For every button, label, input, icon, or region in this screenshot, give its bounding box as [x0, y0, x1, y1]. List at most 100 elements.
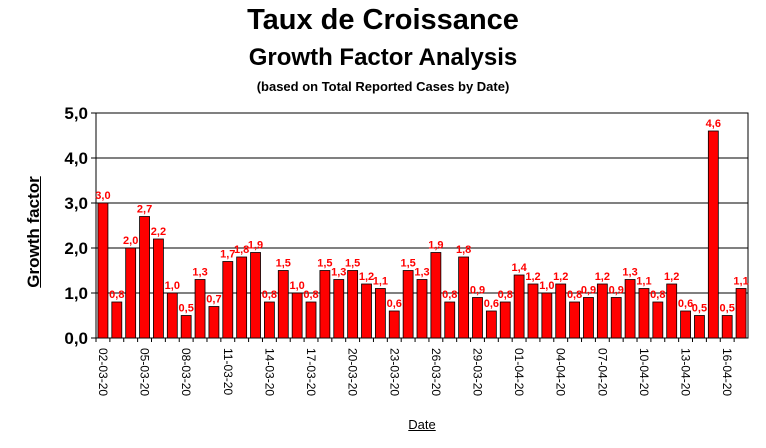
bar: [180, 315, 192, 339]
bar-value-label: 1,0: [290, 280, 305, 292]
chart-title: Taux de Croissance: [247, 4, 519, 36]
x-tick-label: 08-03-20: [179, 348, 193, 396]
bar: [153, 238, 164, 339]
bar-value-label: 1,9: [428, 240, 443, 252]
bar-value-label: 1,3: [192, 267, 207, 279]
x-tick-label: 29-03-20: [470, 348, 484, 396]
bar: [666, 283, 678, 339]
bar: [347, 270, 359, 339]
bar-value-label: 2,7: [137, 204, 152, 216]
bar: [610, 297, 622, 339]
bar-value-label: 1,5: [400, 258, 415, 270]
y-tick-label: 0,0: [64, 329, 88, 348]
bar: [680, 310, 691, 339]
bar: [541, 292, 553, 339]
bar: [596, 283, 608, 339]
bar-value-label: 1,7: [220, 249, 235, 261]
bar-value-label: 0,9: [581, 285, 596, 297]
bar: [624, 279, 636, 339]
x-tick-label: 13-04-20: [679, 348, 693, 396]
bar: [125, 247, 137, 339]
bar-value-label: 1,5: [345, 258, 360, 270]
bar-value-label: 0,8: [567, 289, 582, 301]
bar: [250, 252, 261, 339]
bar: [485, 310, 497, 339]
bar-value-label: 1,0: [165, 280, 180, 292]
x-tick-label: 10-04-20: [637, 348, 651, 396]
bar-value-label: 0,8: [303, 289, 318, 301]
bar-value-label: 1,1: [636, 276, 651, 288]
bar: [374, 288, 386, 339]
bar-value-label: 1,8: [234, 244, 249, 256]
bar-value-label: 4,6: [706, 118, 721, 130]
bar: [416, 279, 428, 339]
bar-value-label: 0,8: [442, 289, 457, 301]
bar-value-label: 1,3: [622, 267, 637, 279]
bar-value-label: 2,0: [123, 235, 138, 247]
bar-value-label: 1,0: [539, 280, 554, 292]
bar-value-label: 3,0: [95, 190, 110, 202]
x-tick-label: 05-03-20: [138, 348, 152, 396]
bar: [208, 306, 220, 339]
bar-value-label: 0,8: [109, 289, 124, 301]
bar: [735, 288, 747, 339]
bar: [166, 292, 178, 339]
bar: [569, 301, 580, 339]
x-tick-label: 16-04-20: [720, 348, 734, 396]
x-tick-label: 14-03-20: [262, 348, 276, 396]
bar: [139, 216, 150, 339]
bar: [222, 261, 234, 339]
bar: [319, 270, 331, 339]
bar: [236, 256, 248, 339]
x-tick-label: 11-03-20: [221, 348, 235, 395]
bar: [97, 202, 109, 339]
bar: [291, 292, 303, 339]
bar-value-label: 1,3: [331, 267, 346, 279]
bar: [402, 270, 414, 339]
bar: [583, 297, 594, 339]
y-tick-label: 4,0: [64, 149, 88, 168]
bar-value-label: 1,9: [248, 240, 263, 252]
chart-subtitle: Growth Factor Analysis: [248, 44, 518, 71]
y-tick-label: 5,0: [64, 104, 88, 123]
bar-value-label: 1,2: [359, 271, 374, 283]
bar-value-label: 2,2: [151, 226, 166, 238]
bar: [652, 301, 664, 339]
bar: [527, 283, 539, 339]
bar: [707, 130, 719, 339]
bar: [333, 279, 345, 339]
bar-value-label: 1,3: [414, 267, 429, 279]
bar-value-label: 0,5: [179, 303, 194, 315]
bar: [111, 301, 123, 339]
bar: [638, 288, 650, 339]
bar-value-label: 0,6: [484, 298, 499, 310]
bar-value-label: 1,2: [525, 271, 540, 283]
bar-value-label: 1,2: [664, 271, 679, 283]
bar: [499, 301, 511, 339]
x-tick-label: 02-03-20: [96, 348, 110, 396]
bar-value-label: 0,5: [720, 303, 735, 315]
bar: [305, 301, 317, 339]
chart-note: (based on Total Reported Cases by Date): [256, 79, 510, 94]
bar: [694, 315, 705, 339]
bar: [361, 283, 372, 339]
bar-value-label: 0,8: [498, 289, 513, 301]
bar: [264, 301, 275, 339]
bar-value-label: 0,8: [650, 289, 665, 301]
bar-value-label: 1,1: [373, 276, 388, 288]
bar: [430, 252, 442, 339]
bar-value-label: 1,4: [511, 262, 527, 274]
bar-value-label: 1,2: [595, 271, 610, 283]
bar: [472, 297, 483, 339]
x-tick-label: 23-03-20: [387, 348, 401, 396]
x-tick-label: 01-04-20: [512, 348, 526, 396]
bar-value-label: 0,5: [692, 303, 707, 315]
y-tick-label: 2,0: [64, 239, 88, 258]
x-tick-label: 26-03-20: [429, 348, 443, 396]
bar-value-label: 0,6: [678, 298, 693, 310]
x-tick-label: 20-03-20: [346, 348, 360, 396]
x-tick-label: 04-04-20: [554, 348, 568, 396]
bar: [444, 301, 456, 339]
y-tick-label: 1,0: [64, 284, 88, 303]
